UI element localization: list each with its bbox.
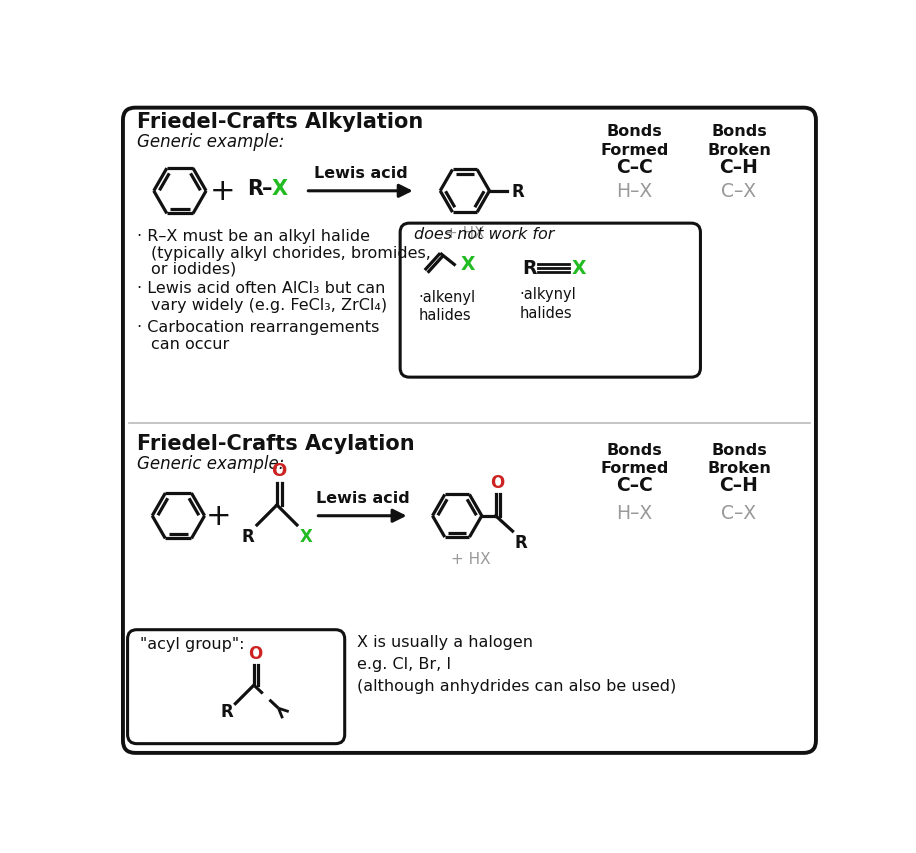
Text: X: X (272, 178, 289, 199)
Text: X is usually a halogen
e.g. Cl, Br, I
(although anhydrides can also be used): X is usually a halogen e.g. Cl, Br, I (a… (357, 635, 676, 693)
Text: +: + (211, 177, 235, 206)
Text: · Carbocation rearrangements: · Carbocation rearrangements (136, 319, 379, 334)
Text: +: + (205, 502, 231, 531)
Text: ·alkenyl
halides: ·alkenyl halides (419, 289, 475, 322)
Text: Bonds
Formed: Bonds Formed (600, 124, 669, 158)
Text: –: – (262, 178, 272, 199)
Text: Bonds
Broken: Bonds Broken (707, 124, 771, 158)
Text: Friedel-Crafts Acylation: Friedel-Crafts Acylation (136, 433, 414, 453)
FancyBboxPatch shape (123, 108, 816, 753)
Text: C–X: C–X (722, 503, 757, 523)
Text: X: X (300, 527, 313, 545)
Text: does not work for: does not work for (414, 227, 554, 242)
Text: R: R (221, 702, 233, 720)
Text: R: R (247, 178, 264, 199)
Text: Friedel-Crafts Alkylation: Friedel-Crafts Alkylation (136, 112, 423, 131)
Text: Lewis acid: Lewis acid (313, 165, 408, 181)
FancyBboxPatch shape (127, 630, 344, 744)
Text: Bonds
Broken: Bonds Broken (707, 443, 771, 476)
Text: ·alkynyl
halides: ·alkynyl halides (519, 287, 576, 321)
Text: Generic example:: Generic example: (136, 132, 284, 150)
Text: O: O (271, 461, 286, 479)
Text: R: R (523, 259, 537, 278)
Text: "acyl group":: "acyl group": (140, 636, 245, 651)
Text: H–X: H–X (616, 182, 652, 201)
Text: · Lewis acid often AlCl₃ but can: · Lewis acid often AlCl₃ but can (136, 281, 386, 296)
Text: Bonds
Formed: Bonds Formed (600, 443, 669, 476)
Text: C–X: C–X (722, 182, 757, 201)
Text: X: X (460, 255, 474, 274)
FancyBboxPatch shape (400, 223, 701, 378)
Text: + HX: + HX (452, 552, 491, 566)
Text: + HX: + HX (445, 225, 485, 241)
Text: O: O (248, 644, 263, 662)
Text: · R–X must be an alkyl halide: · R–X must be an alkyl halide (136, 229, 370, 243)
Text: X: X (572, 259, 586, 278)
Text: vary widely (e.g. FeCl₃, ZrCl₄): vary widely (e.g. FeCl₃, ZrCl₄) (150, 298, 387, 313)
Text: H–X: H–X (616, 503, 652, 523)
Text: (typically alkyl chorides, bromides,: (typically alkyl chorides, bromides, (150, 246, 431, 260)
Text: C–C: C–C (616, 476, 653, 495)
Text: C–H: C–H (719, 476, 758, 495)
Text: C–C: C–C (616, 158, 653, 177)
Text: can occur: can occur (150, 336, 229, 351)
Text: R: R (511, 183, 524, 200)
Text: or iodides): or iodides) (150, 261, 236, 276)
Text: Lewis acid: Lewis acid (315, 490, 409, 505)
Text: R: R (514, 533, 527, 551)
Text: O: O (490, 473, 505, 491)
Text: Generic example:: Generic example: (136, 455, 284, 473)
Text: R: R (241, 527, 254, 545)
Text: C–H: C–H (719, 158, 758, 177)
